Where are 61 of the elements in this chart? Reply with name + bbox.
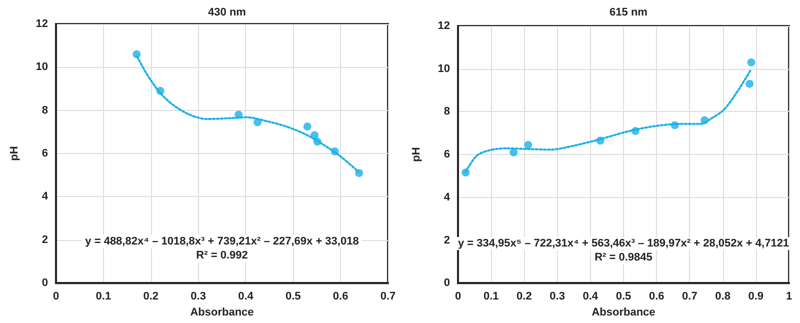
y-tick-label: 12 [438, 20, 450, 32]
annotation: y = 334,95x⁵ – 722,31x⁴ + 563,46x³ – 189,97x² + 28,052x + 4,7121 [458, 238, 790, 250]
point [313, 138, 322, 146]
point [700, 116, 709, 124]
y-tick-label: 6 [444, 148, 450, 161]
x-tick-label: 0.3 [190, 290, 206, 303]
point [524, 140, 532, 149]
x-tick-label: 0.2 [516, 290, 532, 303]
chart-title: 615 nm [610, 6, 648, 18]
y-tick-label: 12 [36, 18, 48, 30]
chart-title: 430 nm [208, 6, 246, 18]
y-tick-label: 2 [444, 234, 450, 246]
point [303, 122, 312, 131]
x-tick-label: 0.4 [582, 290, 599, 303]
x-tick-label: 1 [786, 290, 792, 303]
y-tick-label: 0 [42, 277, 48, 290]
point [596, 136, 604, 145]
point [132, 50, 141, 58]
point [234, 110, 243, 119]
x-tick-label: 0.9 [748, 290, 764, 303]
y-tick-label: 10 [36, 61, 48, 74]
x-tick-label: 0.6 [648, 290, 664, 303]
y-tick-label: 8 [444, 106, 450, 118]
point [310, 131, 318, 140]
annotation: R² = 0.992 [196, 250, 248, 262]
x-tick-label: 0.2 [143, 290, 159, 303]
y-tick-label: 8 [42, 104, 48, 116]
y-axis-title: pH [410, 147, 422, 162]
annotation: R² = 0.9845 [594, 252, 652, 264]
y-tick-label: 0 [444, 277, 450, 290]
x-axis-title: Absorbance [190, 306, 254, 318]
x-tick-label: 0.5 [616, 290, 632, 303]
y-tick-label: 2 [42, 234, 48, 246]
point [355, 168, 364, 177]
x-tick-label: 0 [454, 290, 462, 303]
y-axis-title: pH [8, 146, 20, 161]
y-tick-label: 10 [438, 62, 450, 75]
x-tick-label: 0.5 [285, 290, 301, 303]
x-tick-label: 0.1 [483, 290, 499, 303]
point [156, 86, 164, 95]
x-tick-label: 0.6 [332, 290, 348, 303]
point [462, 168, 470, 177]
y-tick-label: 6 [42, 148, 48, 160]
x-tick-label: 0.4 [238, 290, 254, 303]
point [254, 118, 262, 126]
y-tick-label: 4 [444, 191, 451, 204]
annotation: y = 488,82x⁴ – 1018,8x³ + 739,21x² – 227,69x + 33,018 [85, 236, 359, 248]
point [670, 121, 679, 130]
point [631, 126, 640, 135]
x-tick-label: 0 [52, 290, 60, 303]
x-tick-label: 0.7 [682, 290, 698, 303]
point [330, 147, 339, 156]
x-tick-label: 0.7 [380, 290, 396, 303]
x-tick-label: 0.1 [96, 290, 112, 303]
x-tick-label: 0.3 [550, 290, 565, 303]
point [510, 148, 518, 156]
x-axis-title: Absorbance [592, 306, 656, 318]
point [747, 58, 756, 66]
x-tick-label: 0.8 [715, 290, 730, 303]
y-tick-label: 4 [42, 190, 49, 203]
point [746, 80, 754, 88]
